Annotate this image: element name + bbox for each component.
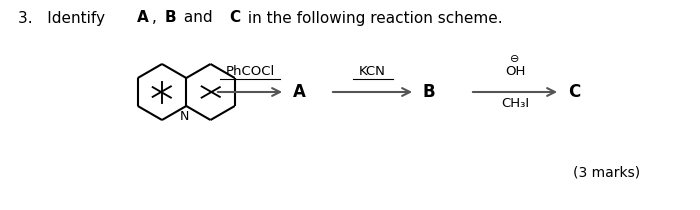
Text: C: C <box>229 10 240 25</box>
Text: ⊖: ⊖ <box>510 54 519 64</box>
Text: in the following reaction scheme.: in the following reaction scheme. <box>244 10 503 25</box>
Text: OH: OH <box>505 65 525 78</box>
Text: B: B <box>423 83 435 101</box>
Text: and: and <box>179 10 218 25</box>
Text: B: B <box>164 10 176 25</box>
Text: 3.   Identify: 3. Identify <box>18 10 110 25</box>
Text: C: C <box>568 83 580 101</box>
Text: ,: , <box>152 10 162 25</box>
Text: PhCOCl: PhCOCl <box>225 65 274 78</box>
Text: (3 marks): (3 marks) <box>573 165 640 179</box>
Text: A: A <box>136 10 148 25</box>
Text: A: A <box>293 83 306 101</box>
Text: CH₃I: CH₃I <box>501 97 529 110</box>
Text: KCN: KCN <box>359 65 386 78</box>
Text: N: N <box>180 110 189 123</box>
